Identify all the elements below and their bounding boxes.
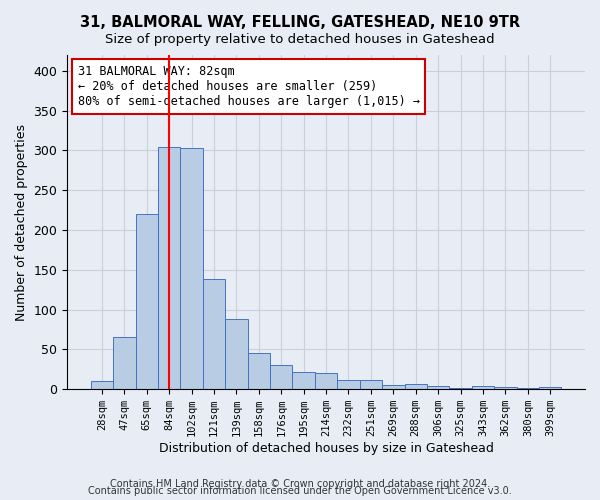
Bar	[472, 386, 494, 389]
Bar	[360, 380, 382, 389]
Bar	[449, 388, 472, 389]
Bar	[225, 319, 248, 389]
Text: 31, BALMORAL WAY, FELLING, GATESHEAD, NE10 9TR: 31, BALMORAL WAY, FELLING, GATESHEAD, NE…	[80, 15, 520, 30]
Bar	[181, 148, 203, 389]
Bar	[136, 214, 158, 389]
Bar	[158, 146, 181, 389]
Bar	[91, 382, 113, 389]
Text: Size of property relative to detached houses in Gateshead: Size of property relative to detached ho…	[105, 32, 495, 46]
X-axis label: Distribution of detached houses by size in Gateshead: Distribution of detached houses by size …	[158, 442, 494, 455]
Text: Contains HM Land Registry data © Crown copyright and database right 2024.: Contains HM Land Registry data © Crown c…	[110, 479, 490, 489]
Bar	[494, 387, 517, 389]
Bar	[292, 372, 315, 389]
Bar	[113, 338, 136, 389]
Bar	[427, 386, 449, 389]
Bar	[270, 364, 292, 389]
Bar	[248, 352, 270, 389]
Bar	[539, 387, 562, 389]
Bar	[517, 388, 539, 389]
Text: Contains public sector information licensed under the Open Government Licence v3: Contains public sector information licen…	[88, 486, 512, 496]
Bar	[404, 384, 427, 389]
Bar	[203, 280, 225, 389]
Text: 31 BALMORAL WAY: 82sqm
← 20% of detached houses are smaller (259)
80% of semi-de: 31 BALMORAL WAY: 82sqm ← 20% of detached…	[77, 65, 419, 108]
Bar	[315, 372, 337, 389]
Y-axis label: Number of detached properties: Number of detached properties	[15, 124, 28, 320]
Bar	[337, 380, 360, 389]
Bar	[382, 385, 404, 389]
